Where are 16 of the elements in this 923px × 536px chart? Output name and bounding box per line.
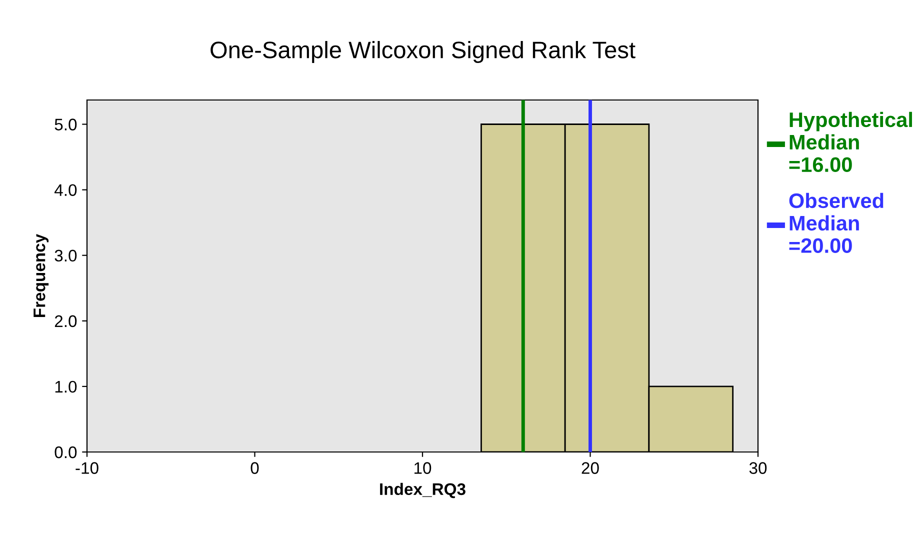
y-tick-label: 5.0 bbox=[54, 118, 77, 130]
chart-title: One-Sample Wilcoxon Signed Rank Test bbox=[210, 40, 636, 64]
y-tick-label: 1.0 bbox=[55, 380, 77, 393]
ref-line-label: Hypothetical Median =16.00 bbox=[789, 112, 912, 172]
y-tick-label: 0.0 bbox=[54, 446, 77, 458]
y-tick-label: 2.0 bbox=[54, 315, 77, 328]
x-tick-label: 0 bbox=[250, 462, 259, 474]
x-tick-label: 20 bbox=[582, 462, 599, 474]
y-tick-label: 3.0 bbox=[54, 250, 77, 262]
x-tick-label: 30 bbox=[749, 462, 767, 474]
y-tick-label: 4.0 bbox=[54, 184, 77, 196]
x-tick-label: 10 bbox=[414, 462, 432, 474]
x-tick-label: -10 bbox=[76, 462, 98, 474]
ref-line-label: Observed Median =20.00 bbox=[789, 192, 884, 254]
x-axis-title: Index_RQ3 bbox=[380, 482, 466, 498]
y-axis-title: Frequency bbox=[34, 234, 49, 318]
